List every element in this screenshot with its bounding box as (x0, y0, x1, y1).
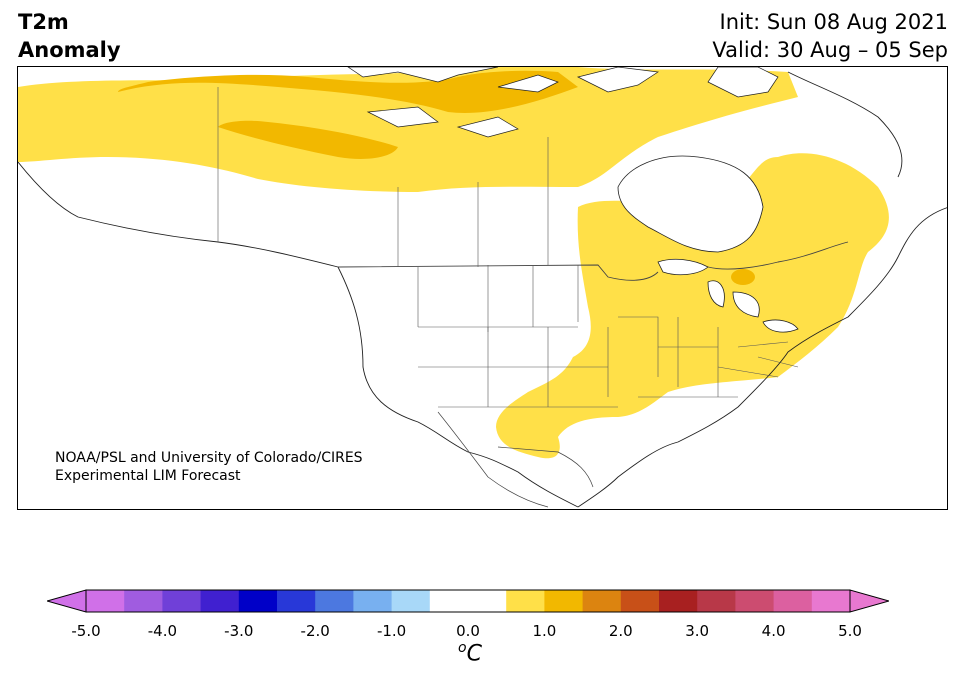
state-borders (217, 87, 799, 408)
colorbar-over-arrow (849, 589, 889, 613)
colorbar-cell (620, 590, 660, 612)
coastline (18, 71, 947, 508)
colorbar-cell (468, 590, 507, 612)
colorbar-cell (200, 590, 240, 612)
colorbar-tick-label: 5.0 (838, 622, 862, 640)
colorbar-tick-label: -2.0 (300, 622, 330, 640)
valid-date: Valid: 30 Aug – 05 Sep (712, 38, 948, 62)
map-svg (18, 67, 947, 508)
colorbar-frame (85, 589, 851, 613)
colorbar (47, 589, 889, 613)
great-lakes (657, 258, 799, 333)
colorbar-cell (659, 590, 698, 612)
init-date: Init: Sun 08 Aug 2021 (719, 10, 948, 34)
credit-line-2: Experimental LIM Forecast (55, 468, 241, 484)
colorbar-tick-label: 0.0 (456, 622, 480, 640)
colorbar-under-arrow (47, 589, 87, 613)
colorbar-cell (429, 590, 469, 612)
colorbar-tick-label: -1.0 (376, 622, 407, 640)
colorbar-tick-label: 3.0 (685, 622, 710, 640)
date-block: Init: Sun 08 Aug 2021 Valid: 30 Aug – 05… (712, 8, 948, 64)
title-variable: T2m (18, 10, 69, 34)
colorbar-cell (811, 590, 851, 612)
colorbar-cell (238, 590, 278, 612)
title-block: T2m Anomaly (18, 8, 121, 64)
anomaly-patch-north-gold (118, 70, 578, 159)
colorbar-cell (353, 590, 393, 612)
colorbar-cell (735, 590, 775, 612)
colorbar-cell (86, 590, 125, 612)
mexico-outline (437, 411, 594, 508)
arctic-islands (347, 67, 779, 138)
title-kind: Anomaly (18, 38, 121, 62)
us-canada-border (337, 241, 849, 281)
colorbar-cell (162, 590, 202, 612)
map-panel (17, 66, 948, 510)
hudson-bay (617, 155, 764, 253)
colorbar-tick-label: 4.0 (761, 622, 786, 640)
colorbar-cell (315, 590, 354, 612)
credit-text: NOAA/PSL and University of Colorado/CIRE… (55, 449, 363, 485)
colorbar-cell (277, 590, 316, 612)
colorbar-cell (544, 590, 584, 612)
colorbar-tick-label: -4.0 (147, 622, 178, 640)
colorbar-cell (506, 590, 545, 612)
colorbar-cell (391, 590, 431, 612)
credit-line-1: NOAA/PSL and University of Colorado/CIRE… (55, 450, 363, 466)
anomaly-band-north (18, 67, 798, 192)
colorbar-cell (773, 590, 813, 612)
colorbar-tick-label: 1.0 (532, 622, 557, 640)
colorbar-tick-label: 2.0 (608, 622, 633, 640)
colorbar-cell (582, 590, 622, 612)
anomaly-region-east (496, 153, 889, 459)
colorbar-cells (86, 590, 851, 612)
anomaly-spot-gold (731, 269, 755, 285)
colorbar-cell (697, 590, 736, 612)
colorbar-unit: oC (458, 640, 482, 667)
colorbar-tick-label: -5.0 (71, 622, 101, 640)
colorbar-tick-label: -3.0 (224, 622, 254, 640)
colorbar-cell (124, 590, 163, 612)
